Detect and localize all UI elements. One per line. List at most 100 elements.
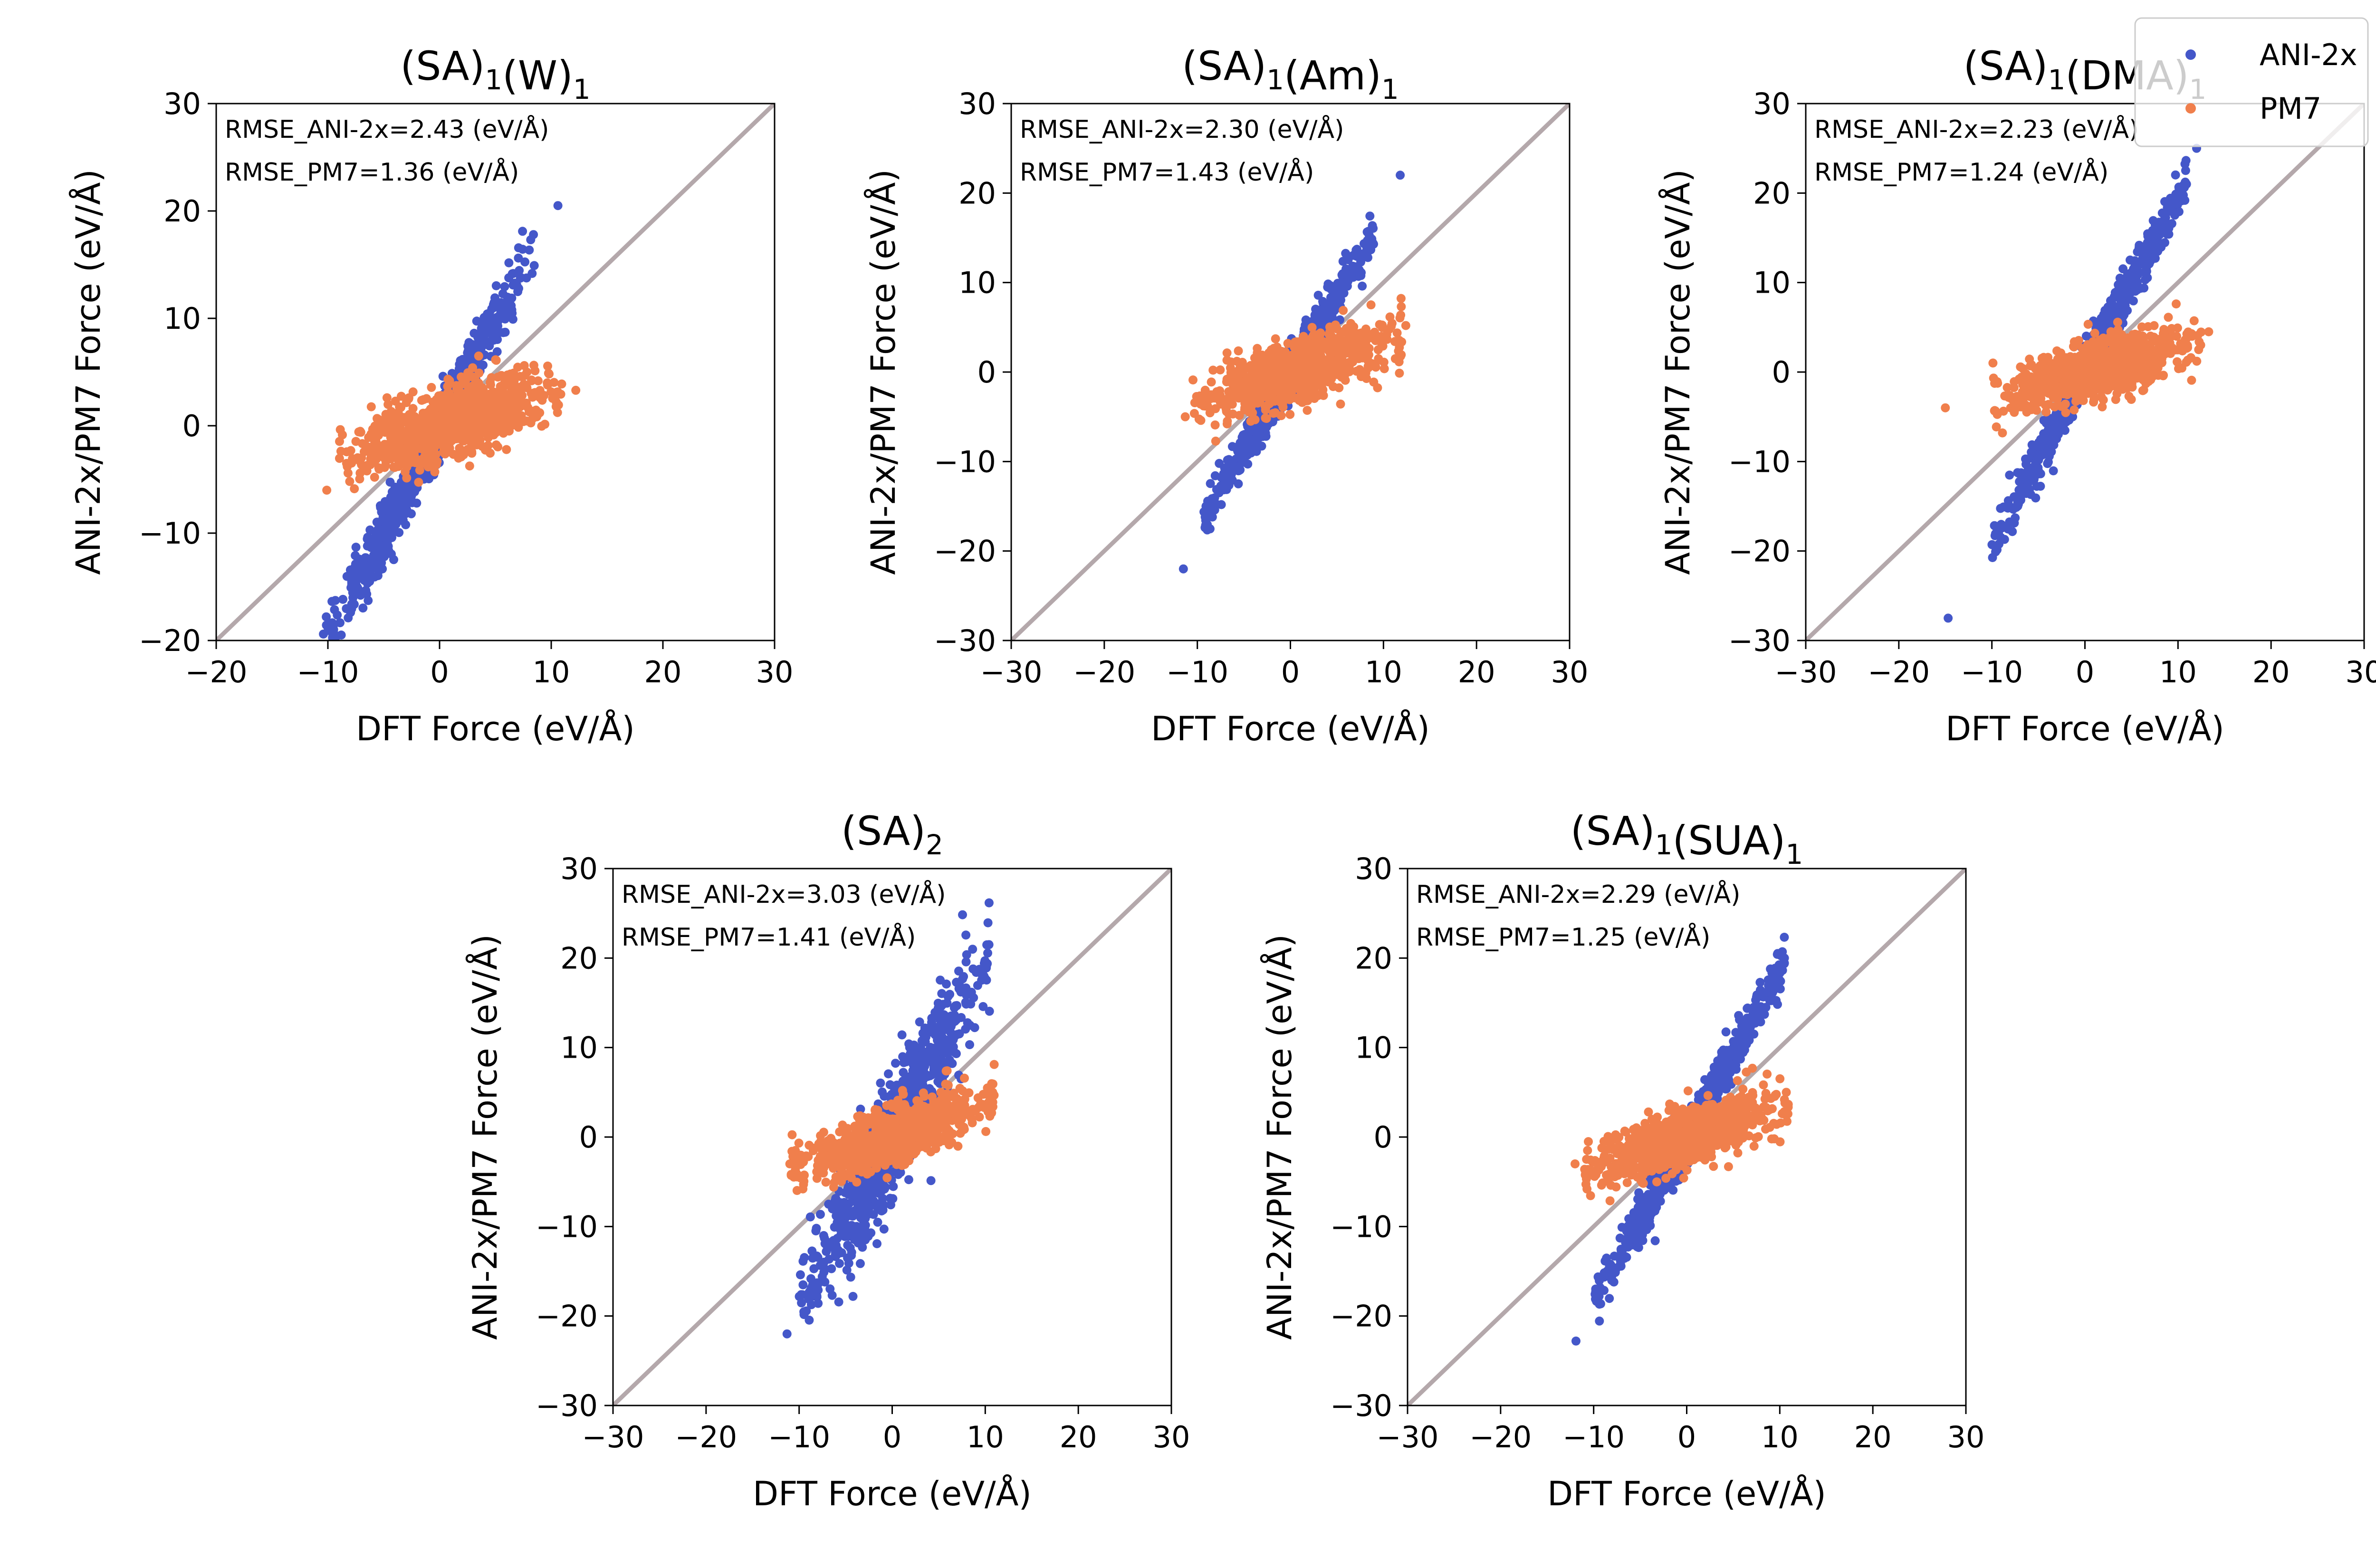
point bbox=[368, 564, 378, 573]
point bbox=[435, 418, 444, 427]
point bbox=[336, 447, 345, 456]
point bbox=[397, 516, 406, 525]
point bbox=[1325, 343, 1334, 352]
point bbox=[1271, 334, 1280, 344]
x-axis-label: DFT Force (eV/Å) bbox=[1151, 709, 1430, 748]
rmse-annotation: RMSE_ANI-2x=2.30 (eV/Å) bbox=[1020, 115, 1344, 144]
point bbox=[335, 437, 344, 446]
point bbox=[474, 351, 483, 361]
point bbox=[394, 528, 404, 537]
point bbox=[1313, 314, 1322, 323]
point bbox=[440, 448, 449, 458]
point bbox=[2135, 240, 2144, 250]
point bbox=[526, 235, 536, 245]
point bbox=[2023, 454, 2033, 464]
point bbox=[1307, 390, 1317, 399]
point bbox=[1357, 328, 1366, 338]
point bbox=[1245, 394, 1255, 403]
point bbox=[1285, 410, 1295, 419]
point bbox=[1226, 458, 1236, 467]
y-axis-label: ANI-2x/PM7 Force (eV/Å) bbox=[864, 169, 903, 575]
point bbox=[1991, 531, 2001, 540]
point bbox=[405, 421, 415, 430]
point bbox=[522, 398, 531, 408]
point bbox=[1224, 387, 1234, 396]
point bbox=[2119, 310, 2129, 319]
point bbox=[447, 436, 457, 445]
point bbox=[381, 410, 391, 419]
point bbox=[2139, 283, 2149, 293]
point bbox=[414, 478, 423, 487]
point bbox=[518, 227, 527, 236]
point bbox=[508, 315, 517, 324]
point bbox=[1188, 375, 1198, 385]
point bbox=[1222, 348, 1232, 358]
rmse-annotation: RMSE_PM7=1.36 (eV/Å) bbox=[225, 157, 519, 187]
point bbox=[480, 336, 490, 345]
x-tick-label: 20 bbox=[644, 655, 682, 689]
point bbox=[386, 432, 395, 442]
point bbox=[2039, 431, 2049, 440]
rmse-annotation: RMSE_PM7=1.43 (eV/Å) bbox=[1020, 157, 1314, 187]
point bbox=[2049, 466, 2058, 476]
y-axis-label: ANI-2x/PM7 Force (eV/Å) bbox=[69, 169, 108, 575]
plot-area bbox=[216, 104, 775, 641]
point bbox=[1374, 354, 1383, 363]
point bbox=[370, 472, 379, 482]
point bbox=[488, 392, 497, 402]
point bbox=[493, 373, 503, 382]
point bbox=[319, 629, 328, 639]
point bbox=[502, 445, 511, 454]
point bbox=[387, 549, 396, 559]
point bbox=[1992, 545, 2001, 555]
series-pm7 bbox=[322, 351, 581, 495]
point bbox=[461, 357, 470, 366]
point bbox=[1217, 500, 1226, 509]
point bbox=[350, 563, 359, 572]
point bbox=[1222, 473, 1231, 483]
point bbox=[1318, 296, 1327, 306]
point bbox=[1392, 328, 1402, 338]
point bbox=[361, 586, 371, 595]
point bbox=[1364, 350, 1373, 360]
point bbox=[1396, 294, 1406, 303]
point bbox=[1350, 262, 1359, 271]
point bbox=[338, 594, 348, 604]
rmse-annotation: RMSE_ANI-2x=2.43 (eV/Å) bbox=[225, 115, 549, 144]
point bbox=[412, 425, 422, 435]
point bbox=[451, 429, 460, 438]
point bbox=[1944, 613, 1953, 623]
point bbox=[2138, 386, 2147, 395]
point bbox=[1380, 364, 1389, 373]
point bbox=[335, 454, 344, 463]
point bbox=[514, 393, 524, 402]
point bbox=[2152, 233, 2161, 242]
point bbox=[1294, 396, 1304, 405]
point bbox=[2061, 408, 2070, 417]
point bbox=[364, 596, 373, 605]
point bbox=[491, 440, 501, 449]
point bbox=[426, 412, 436, 422]
point bbox=[346, 446, 355, 455]
point bbox=[526, 418, 536, 428]
y-tick-label: −20 bbox=[934, 534, 996, 569]
point bbox=[1250, 415, 1260, 424]
point bbox=[514, 284, 523, 293]
point bbox=[395, 491, 404, 501]
point bbox=[1262, 401, 1271, 411]
point bbox=[1395, 335, 1404, 345]
point bbox=[357, 453, 366, 462]
point bbox=[1303, 406, 1312, 415]
point bbox=[489, 410, 498, 420]
point bbox=[1298, 335, 1307, 344]
point bbox=[1211, 436, 1220, 446]
point bbox=[322, 486, 332, 495]
point bbox=[1261, 413, 1270, 423]
point bbox=[516, 273, 526, 282]
point bbox=[1323, 316, 1332, 325]
series-pm7 bbox=[1941, 299, 2213, 438]
point bbox=[400, 444, 409, 454]
point bbox=[1274, 377, 1284, 387]
